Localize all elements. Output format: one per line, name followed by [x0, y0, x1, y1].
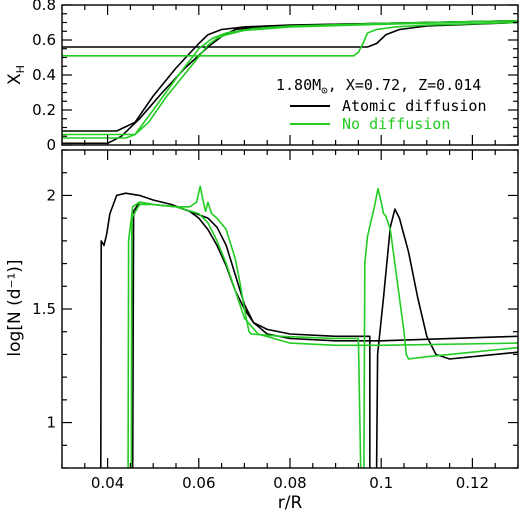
- x-axis-label: r/R: [278, 493, 303, 513]
- x-tick-label: 0.1: [369, 474, 393, 492]
- top-frame: [61, 4, 519, 146]
- top-ylabel: XH: [5, 65, 27, 85]
- top-y-tick-label: 0: [46, 136, 56, 154]
- bottom-ylabel: log[N (d⁻¹)]: [5, 259, 25, 356]
- top-panel: 0 0.2 0.4 0.6 0.8 XH 1.80M⊙, X=0.72, Z=0.014…: [5, 0, 519, 154]
- x-tick-label: 0.08: [273, 474, 306, 492]
- top-y-tick-label: 0.4: [32, 66, 56, 84]
- top-y-tick-label: 0.2: [32, 101, 56, 119]
- bottom-frame: [61, 149, 519, 469]
- top-series-4: [62, 20, 518, 136]
- bottom-y-tick-label: 1: [46, 414, 56, 432]
- bottom-series-0: [100, 192, 371, 468]
- bottom-y-tick-label: 1.5: [32, 300, 56, 318]
- top-curves: [62, 20, 518, 145]
- bottom-series-5: [363, 187, 518, 468]
- legend: 1.80M⊙, X=0.72, Z=0.014 Atomic diffusion…: [276, 76, 487, 133]
- bottom-y-tick-label: 2: [46, 186, 56, 204]
- top-series-5: [62, 21, 518, 57]
- top-y-tick-label: 0.6: [32, 31, 56, 49]
- bottom-curves: [100, 185, 518, 468]
- legend-annotation: 1.80M⊙, X=0.72, Z=0.014: [276, 76, 481, 97]
- x-tick-label: 0.12: [456, 474, 489, 492]
- bottom-series-3: [127, 185, 362, 468]
- top-ticks: 0 0.2 0.4 0.6 0.8: [32, 0, 519, 154]
- bottom-panel: 0.04 0.06 0.08 0.1 0.12 1 1.5 2 log[N (d⁻¹)] r/…: [5, 149, 519, 513]
- x-tick-label: 0.06: [182, 474, 215, 492]
- top-series-2: [62, 21, 518, 48]
- bottom-series-2: [375, 208, 518, 468]
- legend-label-nodiff: No diffusion: [342, 115, 450, 133]
- top-y-tick-label: 0.8: [32, 0, 56, 14]
- legend-label-atomic: Atomic diffusion: [342, 97, 487, 115]
- x-tick-label: 0.04: [91, 474, 124, 492]
- bottom-ticks: 0.04 0.06 0.08 0.1 0.12 1 1.5 2: [32, 149, 519, 492]
- bottom-series-4: [130, 203, 518, 468]
